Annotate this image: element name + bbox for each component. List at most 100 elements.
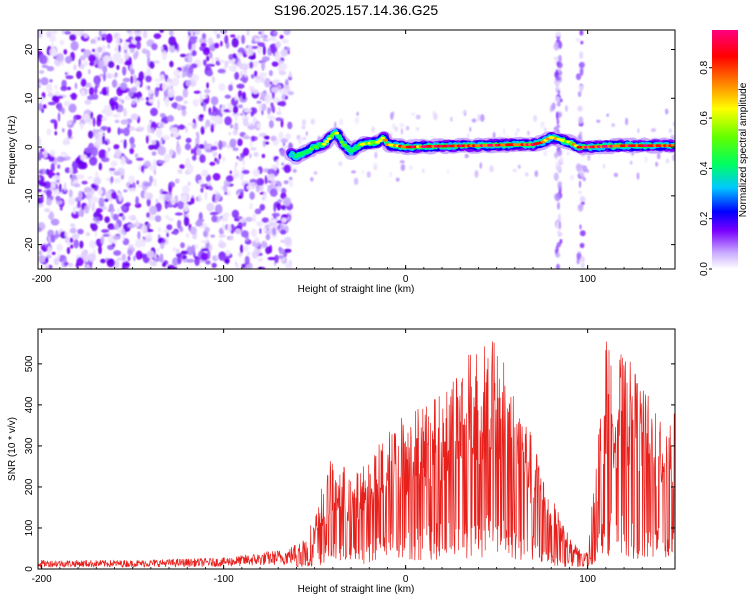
noise-blob bbox=[214, 204, 223, 215]
speckle-blob bbox=[371, 126, 375, 133]
noise-blob bbox=[162, 135, 170, 141]
noise-blob bbox=[263, 90, 267, 95]
noise-blob bbox=[141, 48, 148, 54]
noise-blob bbox=[79, 122, 84, 130]
speckle-blob bbox=[301, 124, 306, 130]
noise-blob bbox=[113, 144, 120, 150]
noise-blob bbox=[251, 38, 255, 45]
noise-blob bbox=[180, 194, 187, 203]
noise-blob bbox=[268, 120, 274, 129]
noise-blob bbox=[234, 228, 242, 235]
speckle-blob bbox=[422, 168, 425, 173]
noise-blob bbox=[70, 244, 74, 249]
noise-blob bbox=[202, 47, 211, 56]
noise-blob bbox=[218, 251, 227, 261]
noise-blob bbox=[211, 57, 215, 66]
noise-blob bbox=[46, 261, 49, 269]
noise-blob bbox=[229, 138, 237, 148]
noise-blob bbox=[92, 117, 96, 127]
noise-blob bbox=[183, 216, 190, 227]
noise-blob bbox=[126, 118, 133, 124]
noise-blob bbox=[276, 160, 279, 168]
noise-blob bbox=[254, 70, 258, 78]
noise-blob bbox=[183, 100, 188, 104]
noise-blob bbox=[53, 257, 60, 266]
speckle-blob bbox=[474, 170, 479, 178]
speckle-blob bbox=[606, 113, 610, 117]
colorbar-label: Normalized spectral amplitude bbox=[738, 82, 749, 217]
noise-blob bbox=[90, 183, 97, 189]
noise-blob bbox=[154, 78, 161, 82]
speckle-blob bbox=[611, 123, 615, 127]
speckle-blob bbox=[517, 164, 521, 169]
noise-blob bbox=[171, 102, 178, 109]
noise-blob bbox=[87, 95, 95, 101]
noise-blob bbox=[228, 106, 232, 112]
speckle-blob bbox=[411, 112, 415, 116]
noise-blob bbox=[110, 73, 115, 78]
noise-blob bbox=[170, 197, 176, 206]
speckle-blob bbox=[400, 164, 406, 171]
noise-blob bbox=[177, 124, 186, 130]
noise-blob bbox=[163, 229, 170, 233]
speckle-blob bbox=[553, 126, 559, 132]
noise-blob bbox=[278, 70, 287, 76]
noise-blob bbox=[129, 136, 135, 145]
noise-blob bbox=[152, 159, 157, 169]
noise-blob bbox=[201, 33, 207, 40]
noise-blob bbox=[111, 79, 118, 88]
noise-blob bbox=[79, 63, 85, 70]
y-tick-label: 300 bbox=[24, 437, 35, 454]
y-tick-label: 100 bbox=[24, 519, 35, 536]
noise-blob bbox=[224, 34, 229, 44]
noise-blob bbox=[80, 250, 88, 260]
noise-blob bbox=[38, 150, 43, 160]
band-blob bbox=[556, 61, 560, 67]
noise-blob bbox=[100, 126, 108, 131]
noise-blob bbox=[38, 250, 43, 255]
noise-blob bbox=[121, 253, 127, 262]
noise-blob bbox=[120, 156, 126, 166]
noise-blob bbox=[199, 91, 203, 101]
band-blob bbox=[579, 30, 584, 36]
noise-blob bbox=[104, 198, 109, 202]
noise-blob bbox=[108, 233, 113, 244]
noise-blob bbox=[170, 183, 175, 187]
noise-blob bbox=[52, 175, 61, 180]
noise-blob bbox=[148, 144, 155, 150]
noise-blob bbox=[115, 52, 122, 58]
noise-blob bbox=[234, 113, 238, 122]
noise-blob bbox=[188, 41, 192, 51]
noise-blob bbox=[157, 145, 166, 156]
noise-blob bbox=[88, 130, 94, 139]
noise-blob bbox=[130, 68, 135, 75]
noise-blob bbox=[236, 263, 239, 269]
noise-blob bbox=[221, 215, 229, 223]
noise-blob bbox=[166, 78, 173, 83]
track-core bbox=[670, 144, 675, 147]
band-blob bbox=[558, 41, 563, 49]
noise-blob bbox=[59, 39, 65, 46]
noise-blob bbox=[266, 37, 274, 41]
band-blob bbox=[576, 252, 582, 260]
noise-blob bbox=[113, 96, 118, 102]
noise-blob bbox=[249, 107, 258, 115]
noise-blob bbox=[96, 216, 100, 222]
noise-blob bbox=[123, 49, 128, 54]
noise-blob bbox=[218, 59, 226, 64]
colorbar-tick-label: 0.0 bbox=[699, 262, 710, 276]
noise-blob bbox=[241, 169, 250, 175]
noise-blob bbox=[229, 170, 232, 175]
noise-blob bbox=[50, 30, 58, 35]
noise-blob bbox=[38, 102, 43, 111]
noise-blob bbox=[236, 189, 245, 193]
band-blob bbox=[575, 37, 581, 42]
noise-blob bbox=[237, 138, 243, 147]
speckle-blob bbox=[461, 110, 466, 114]
noise-blob bbox=[261, 30, 265, 38]
noise-blob bbox=[175, 178, 180, 184]
noise-blob bbox=[63, 100, 71, 107]
band-blob bbox=[579, 61, 585, 69]
noise-blob bbox=[38, 169, 43, 175]
speckle-blob bbox=[334, 121, 337, 129]
